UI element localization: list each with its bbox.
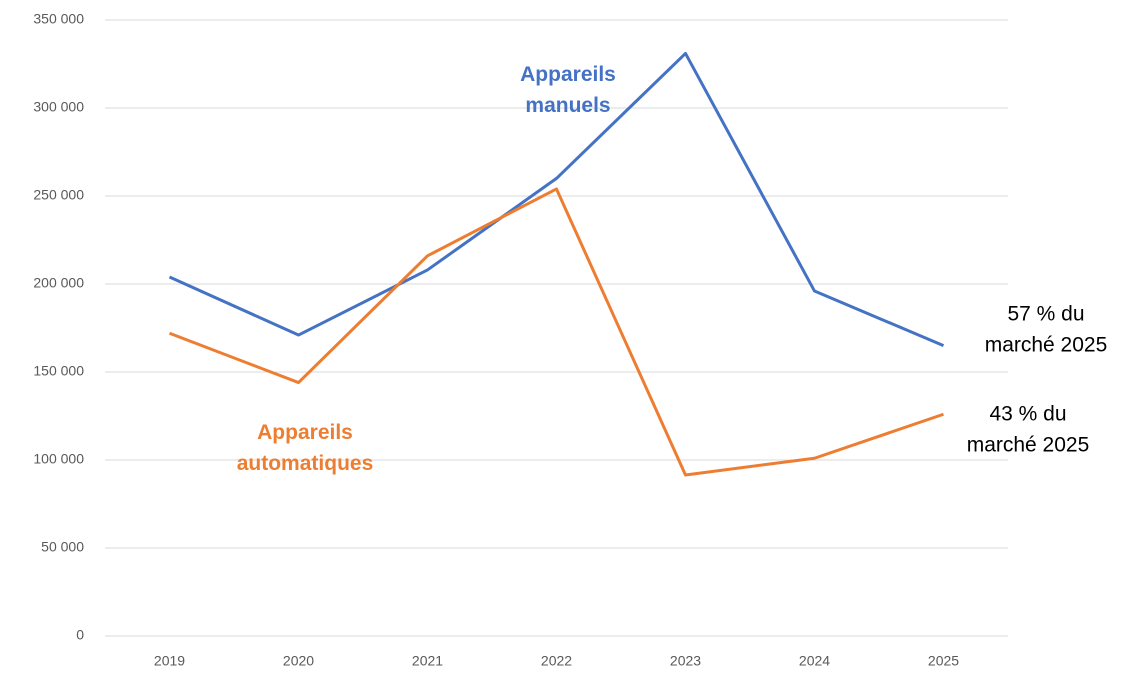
y-tick-label: 350 000	[33, 11, 84, 27]
x-tick-label: 2023	[670, 653, 701, 669]
series-line	[168, 187, 944, 477]
annotation: marché 2025	[967, 434, 1090, 457]
x-tick-label: 2024	[799, 653, 830, 669]
y-tick-label: 300 000	[33, 99, 84, 115]
x-tick-label: 2020	[283, 653, 314, 669]
annotation: marché 2025	[985, 334, 1108, 357]
x-tick-label: 2022	[541, 653, 572, 669]
y-tick-label: 100 000	[33, 451, 84, 467]
y-tick-label: 0	[76, 627, 84, 643]
series-label: Appareils manuels	[520, 63, 616, 117]
series-label: Appareils automatiques	[237, 421, 374, 475]
y-tick-label: 50 000	[41, 539, 84, 555]
y-tick-label: 150 000	[33, 363, 84, 379]
annotation: 57 % du	[1007, 303, 1084, 326]
x-tick-label: 2025	[928, 653, 959, 669]
annotation: 43 % du	[989, 403, 1066, 426]
x-tick-label: 2021	[412, 653, 443, 669]
series-line	[168, 51, 945, 347]
x-tick-label: 2019	[154, 653, 185, 669]
y-tick-label: 250 000	[33, 187, 84, 203]
y-tick-label: 200 000	[33, 275, 84, 291]
